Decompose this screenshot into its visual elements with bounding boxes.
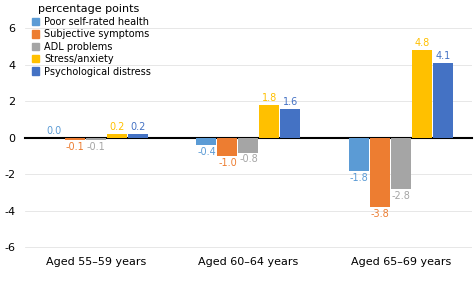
Text: 1.8: 1.8 bbox=[262, 93, 277, 103]
Text: Aged 65–69 years: Aged 65–69 years bbox=[351, 256, 451, 266]
Bar bbox=[412, 50, 432, 138]
Bar bbox=[197, 138, 217, 145]
Bar bbox=[107, 134, 127, 138]
Text: -0.8: -0.8 bbox=[239, 154, 258, 164]
Bar bbox=[65, 138, 85, 140]
Legend: Poor self-rated health, Subjective symptoms, ADL problems, Stress/anxiety, Psych: Poor self-rated health, Subjective sympt… bbox=[32, 17, 151, 77]
Text: 4.1: 4.1 bbox=[436, 51, 451, 61]
Text: 1.6: 1.6 bbox=[283, 97, 298, 107]
Text: -3.8: -3.8 bbox=[371, 209, 389, 219]
Bar bbox=[218, 138, 238, 156]
Text: -0.1: -0.1 bbox=[86, 142, 105, 152]
Bar bbox=[349, 138, 369, 171]
Bar bbox=[238, 138, 258, 152]
Text: 4.8: 4.8 bbox=[415, 38, 430, 48]
Text: 0.2: 0.2 bbox=[109, 123, 124, 133]
Text: Aged 60–64 years: Aged 60–64 years bbox=[198, 256, 298, 266]
Bar bbox=[433, 63, 453, 138]
Bar bbox=[128, 134, 148, 138]
Text: -0.1: -0.1 bbox=[65, 142, 84, 152]
Text: -1.8: -1.8 bbox=[350, 173, 368, 183]
Text: 0.0: 0.0 bbox=[46, 126, 61, 136]
Text: Aged 55–59 years: Aged 55–59 years bbox=[46, 256, 146, 266]
Text: -1.0: -1.0 bbox=[218, 158, 237, 168]
Bar bbox=[391, 138, 411, 189]
Bar bbox=[280, 109, 300, 138]
Text: 0.2: 0.2 bbox=[130, 123, 145, 133]
Bar bbox=[370, 138, 390, 207]
Text: -2.8: -2.8 bbox=[392, 191, 411, 201]
Bar bbox=[86, 138, 106, 140]
Bar bbox=[259, 105, 279, 138]
Text: percentage points: percentage points bbox=[39, 4, 139, 14]
Text: -0.4: -0.4 bbox=[197, 147, 216, 157]
